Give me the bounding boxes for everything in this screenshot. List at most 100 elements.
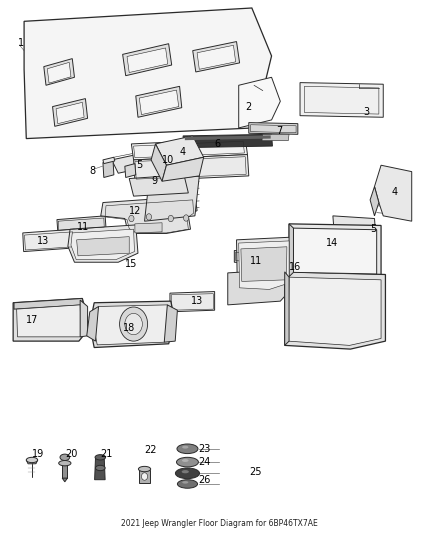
- Polygon shape: [155, 136, 204, 165]
- Text: 5: 5: [370, 224, 376, 234]
- Text: 26: 26: [198, 475, 210, 484]
- Text: 13: 13: [191, 296, 203, 306]
- Text: 4: 4: [392, 187, 398, 197]
- Polygon shape: [80, 300, 88, 337]
- Polygon shape: [162, 157, 204, 181]
- Polygon shape: [197, 45, 236, 69]
- Polygon shape: [241, 247, 287, 281]
- Ellipse shape: [177, 444, 198, 454]
- Polygon shape: [129, 175, 188, 196]
- Polygon shape: [193, 42, 240, 72]
- Text: 19: 19: [32, 449, 44, 459]
- Ellipse shape: [182, 459, 188, 462]
- Text: 5: 5: [136, 160, 142, 170]
- Text: 14: 14: [326, 238, 339, 247]
- Polygon shape: [123, 44, 172, 76]
- Text: 7: 7: [276, 126, 282, 135]
- Polygon shape: [237, 237, 293, 292]
- Circle shape: [120, 307, 148, 341]
- Circle shape: [146, 214, 152, 220]
- Polygon shape: [47, 62, 71, 83]
- Text: 17: 17: [26, 315, 39, 325]
- Text: 11: 11: [250, 256, 262, 266]
- Polygon shape: [56, 102, 84, 124]
- Ellipse shape: [182, 470, 189, 473]
- Polygon shape: [135, 223, 162, 233]
- Text: 4: 4: [180, 147, 186, 157]
- Ellipse shape: [182, 481, 188, 483]
- Polygon shape: [26, 460, 38, 464]
- Polygon shape: [239, 241, 289, 289]
- Polygon shape: [288, 277, 381, 345]
- Polygon shape: [112, 152, 155, 173]
- Text: 12: 12: [129, 206, 141, 215]
- Circle shape: [184, 215, 189, 221]
- Ellipse shape: [26, 457, 38, 463]
- Polygon shape: [95, 458, 105, 480]
- Text: 9: 9: [151, 176, 157, 186]
- Polygon shape: [285, 272, 289, 345]
- Polygon shape: [185, 135, 271, 140]
- Ellipse shape: [95, 465, 105, 471]
- Polygon shape: [103, 157, 115, 164]
- Ellipse shape: [60, 454, 70, 461]
- Ellipse shape: [177, 457, 198, 467]
- Ellipse shape: [182, 446, 188, 449]
- Text: 8: 8: [90, 166, 96, 175]
- Polygon shape: [183, 134, 272, 148]
- Text: 10: 10: [162, 155, 174, 165]
- Circle shape: [168, 215, 173, 222]
- Ellipse shape: [138, 466, 151, 472]
- Polygon shape: [289, 224, 293, 277]
- Text: 13: 13: [37, 236, 49, 246]
- Polygon shape: [68, 225, 138, 262]
- Polygon shape: [151, 144, 166, 181]
- Polygon shape: [127, 48, 168, 72]
- Polygon shape: [62, 463, 67, 478]
- Polygon shape: [374, 165, 412, 221]
- Polygon shape: [228, 269, 290, 305]
- Text: 20: 20: [65, 449, 77, 459]
- Text: 2021 Jeep Wrangler Floor Diagram for 6BP46TX7AE: 2021 Jeep Wrangler Floor Diagram for 6BP…: [120, 519, 318, 528]
- Polygon shape: [23, 229, 75, 252]
- Polygon shape: [234, 251, 280, 265]
- Polygon shape: [87, 306, 99, 341]
- Polygon shape: [57, 216, 106, 232]
- Polygon shape: [103, 160, 114, 177]
- Polygon shape: [24, 8, 272, 139]
- Circle shape: [125, 313, 142, 335]
- Polygon shape: [93, 305, 171, 345]
- Polygon shape: [145, 176, 199, 221]
- Text: 3: 3: [364, 107, 370, 117]
- Polygon shape: [131, 139, 247, 160]
- Polygon shape: [62, 478, 67, 482]
- Text: 1: 1: [18, 38, 24, 47]
- Text: 24: 24: [198, 457, 210, 467]
- Polygon shape: [300, 83, 383, 117]
- Ellipse shape: [177, 480, 198, 488]
- Text: 6: 6: [215, 139, 221, 149]
- Polygon shape: [44, 59, 74, 85]
- Polygon shape: [285, 272, 385, 349]
- Polygon shape: [136, 86, 182, 117]
- Polygon shape: [53, 99, 88, 126]
- Polygon shape: [17, 305, 81, 337]
- Polygon shape: [239, 77, 280, 128]
- Polygon shape: [134, 155, 249, 181]
- Polygon shape: [333, 216, 376, 236]
- Polygon shape: [289, 224, 381, 278]
- Polygon shape: [262, 134, 289, 141]
- Polygon shape: [293, 228, 377, 274]
- Polygon shape: [77, 237, 129, 256]
- Text: 18: 18: [123, 323, 135, 333]
- Ellipse shape: [59, 461, 71, 466]
- Polygon shape: [14, 298, 82, 309]
- Circle shape: [129, 215, 134, 222]
- Text: 16: 16: [289, 262, 301, 271]
- Text: 25: 25: [250, 467, 262, 477]
- Text: 23: 23: [198, 444, 210, 454]
- Polygon shape: [139, 90, 179, 115]
- Polygon shape: [249, 123, 298, 134]
- Polygon shape: [71, 229, 134, 260]
- Polygon shape: [90, 301, 175, 348]
